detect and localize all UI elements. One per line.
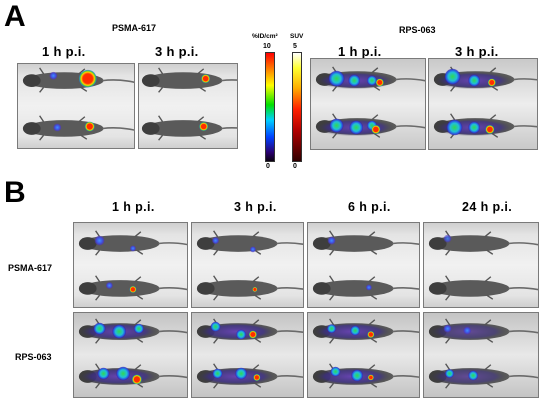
panel-a-image-rps-3h — [428, 58, 538, 150]
panel-b-image-psma-6h — [307, 222, 420, 308]
panel-a-image-psma-3h — [138, 63, 238, 149]
panel-b-row-rps063: RPS-063 — [15, 352, 52, 362]
panel-b-tp-6h: 6 h p.i. — [348, 200, 391, 214]
panel-b-image-psma-24h — [423, 222, 539, 308]
scale-max-suv: 5 — [293, 43, 297, 50]
panel-a-rps-1h-label: 1 h p.i. — [338, 44, 382, 59]
panel-b-image-rps-3h — [191, 312, 304, 398]
panel-b-image-psma-3h — [191, 222, 304, 308]
scale-max-percent-id: 10 — [263, 43, 271, 50]
scale-label-percent-id: %ID/cm² — [252, 33, 278, 40]
panel-b-image-rps-24h — [423, 312, 539, 398]
panel-a-psma-1h-label: 1 h p.i. — [42, 44, 86, 59]
scale-label-suv: SUV — [290, 33, 304, 40]
panel-a-rps-3h-label: 3 h p.i. — [455, 44, 499, 59]
panel-b-image-rps-1h — [73, 312, 188, 398]
colorbar-rainbow — [265, 52, 275, 162]
scale-min-suv: 0 — [293, 163, 297, 170]
scale-min-percent-id: 0 — [266, 163, 270, 170]
panel-b-image-rps-6h — [307, 312, 420, 398]
colorbar-hot — [292, 52, 302, 162]
panel-b-tp-1h: 1 h p.i. — [112, 200, 155, 214]
panel-b-row-psma617: PSMA-617 — [8, 263, 53, 273]
panel-b-tp-24h: 24 h p.i. — [462, 200, 513, 214]
panel-b-image-psma-1h — [73, 222, 188, 308]
panel-a-image-psma-1h — [17, 63, 135, 149]
panel-a-compound-psma617: PSMA-617 — [112, 23, 157, 33]
panel-a-compound-rps063: RPS-063 — [399, 25, 436, 35]
panel-a-psma-3h-label: 3 h p.i. — [155, 44, 199, 59]
panel-a-image-rps-1h — [310, 58, 426, 150]
panel-b-tp-3h: 3 h p.i. — [234, 200, 277, 214]
panel-b-label: B — [4, 176, 26, 209]
panel-a-label: A — [4, 0, 26, 33]
